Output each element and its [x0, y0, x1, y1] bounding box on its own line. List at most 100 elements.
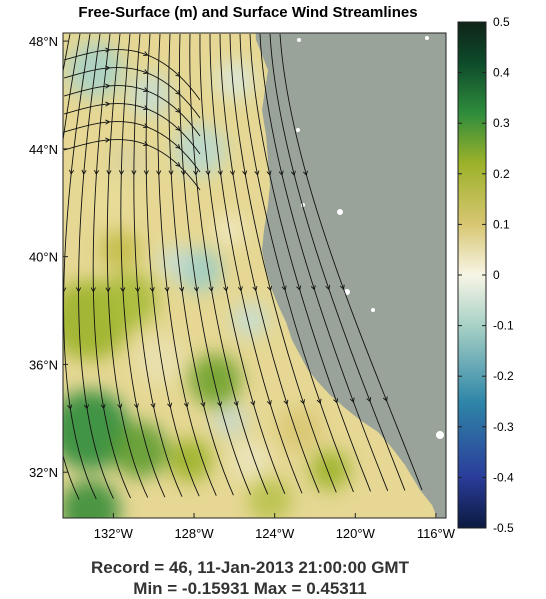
field-patch [63, 480, 120, 518]
x-tick-label: 128°W [174, 526, 214, 541]
streamline-arrow [167, 402, 173, 409]
field-patch [102, 272, 158, 328]
streamline-arrow [382, 396, 388, 402]
x-tick-label: 120°W [336, 526, 376, 541]
minmax-caption: Min = -0.15931 Max = 0.45311 [133, 579, 366, 598]
colorbar-tick-label: 0.3 [493, 116, 510, 130]
streamline [63, 121, 201, 173]
streamline-arrow [143, 87, 149, 93]
streamline-arrow [250, 400, 256, 407]
y-axis: 48°N 44°N 40°N 36°N 32°N [29, 34, 68, 480]
streamline-arrow [105, 137, 111, 143]
chart-title: Free-Surface (m) and Surface Wind Stream… [78, 4, 417, 21]
streamline-arrow [164, 287, 170, 293]
streamline-arrow [233, 401, 239, 407]
streamline-arrow [183, 402, 189, 408]
plot-frame [62, 32, 447, 519]
streamline-arrow [252, 286, 258, 292]
streamline-arrow [143, 51, 149, 57]
streamline [168, 33, 234, 496]
colorbar-ticks: 0.5 0.4 0.3 0.2 0.1 0 -0.1 -0.2 -0.3 -0.4 -0.5 [458, 15, 514, 535]
streamline-arrow [175, 107, 181, 114]
streamline-arrow [200, 401, 206, 408]
streamline-arrow [47, 287, 51, 291]
streamline-arrow [106, 170, 112, 176]
y-tick-label: 44°N [29, 142, 58, 157]
plot-area [47, 33, 446, 518]
streamline-arrow [75, 287, 82, 293]
streamline-arrow [51, 405, 55, 409]
streamline [259, 33, 389, 492]
streamline-arrow [175, 89, 181, 96]
streamline-arrow [281, 285, 287, 291]
y-tick-label: 32°N [29, 465, 58, 480]
streamline-arrow [229, 170, 235, 176]
streamline-arrow [67, 404, 73, 410]
streamline-arrow [296, 285, 302, 291]
streamline [63, 103, 201, 155]
colorbar [457, 21, 487, 529]
streamline-arrow [175, 71, 181, 78]
streamline-arrow [179, 286, 185, 293]
streamline [269, 33, 406, 491]
streamline [189, 33, 269, 495]
streamline-arrow [105, 287, 111, 293]
streamline-arrow [316, 398, 322, 405]
streamline-arrow [105, 65, 111, 71]
wind-streamlines [47, 33, 423, 500]
streamline-arrow [300, 399, 305, 405]
colorbar-tick-label: -0.3 [493, 420, 514, 434]
streamline [145, 33, 200, 497]
x-tick-label: 124°W [255, 526, 295, 541]
streamline-arrow [133, 403, 139, 409]
streamline-arrow [266, 400, 272, 406]
streamline [63, 49, 201, 101]
x-axis: 132°W 128°W 124°W 120°W 116°W [94, 513, 456, 541]
streamline-arrow [118, 170, 125, 176]
field-patch [212, 402, 248, 438]
field-patch [168, 438, 212, 482]
streamline-arrow [90, 287, 96, 293]
y-tick-label: 48°N [29, 34, 58, 49]
streamline-arrow [150, 403, 156, 409]
streamline-arrow [349, 397, 355, 403]
streamline-arrow [339, 284, 345, 290]
streamline [219, 33, 320, 494]
streamline [63, 67, 201, 119]
streamline-arrow [120, 287, 126, 293]
streamline-arrow [333, 398, 339, 404]
streamline-arrow [283, 399, 289, 406]
streamline-arrow [302, 170, 308, 177]
streamline-arrow [143, 69, 149, 75]
x-tick-label: 132°W [94, 526, 134, 541]
streamline-arrow [175, 161, 181, 168]
field-patch [215, 60, 255, 100]
streamline-arrow [57, 170, 61, 174]
colorbar-tick-label: 0 [493, 268, 500, 282]
streamline-arrow [68, 169, 75, 175]
field-patch [174, 124, 226, 176]
streamline-arrow [266, 170, 272, 176]
streamline-arrow [149, 287, 155, 293]
field-patch [112, 142, 148, 178]
streamline [178, 33, 251, 495]
streamline [249, 33, 371, 492]
field-patch [189, 354, 241, 406]
streamline-arrow [175, 143, 181, 150]
streamline-arrow [267, 285, 273, 292]
streamline-arrow [105, 119, 111, 125]
colorbar-tick-label: -0.4 [493, 470, 514, 484]
streamline [106, 33, 149, 498]
streamline [209, 33, 303, 494]
streamline-arrow [105, 83, 111, 89]
streamline-arrow [105, 101, 111, 107]
colorbar-tick-label: -0.1 [493, 319, 514, 333]
streamline-arrow [278, 170, 284, 176]
streamline [63, 33, 81, 500]
streamline-arrow [208, 286, 214, 292]
streamline-arrow [325, 284, 331, 291]
land-speck [371, 308, 375, 312]
land-speck [425, 36, 429, 40]
streamline-arrow [105, 47, 111, 53]
colorbar-tick-label: 0.4 [493, 66, 510, 80]
